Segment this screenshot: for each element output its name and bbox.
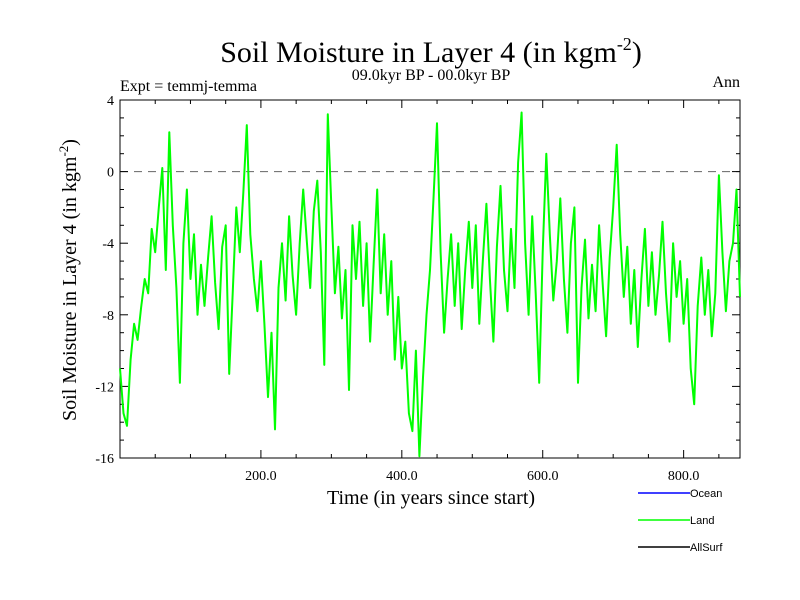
legend-label-land: Land xyxy=(690,515,714,527)
y-tick-label: -16 xyxy=(95,452,114,467)
x-axis: 200.0 400.0 600.0 800.0 xyxy=(154,100,720,484)
y-tick-label: -12 xyxy=(95,380,114,395)
experiment-label: Expt = temmj-temma xyxy=(120,78,257,95)
y-tick-label: 4 xyxy=(107,94,114,109)
y-tick-label: -4 xyxy=(102,237,114,252)
legend: Ocean Land AllSurf xyxy=(638,488,723,554)
legend-label-ocean: Ocean xyxy=(690,488,722,500)
x-tick-label: 800.0 xyxy=(668,469,700,484)
y-axis-label: Soil Moisture in Layer 4 (in kgm-2) xyxy=(56,139,81,421)
x-axis-label: Time (in years since start) xyxy=(327,487,535,509)
x-tick-label: 600.0 xyxy=(527,469,559,484)
y-tick-label: -8 xyxy=(102,309,114,324)
y-axis: 4 0 -4 -8 -12 -16 xyxy=(95,94,740,467)
series-line-land xyxy=(119,111,741,458)
season-label: Ann xyxy=(712,74,740,91)
time-range-label: 09.0kyr BP - 00.0kyr BP xyxy=(352,67,511,84)
chart-title: Soil Moisture in Layer 4 (in kgm-2) xyxy=(220,34,642,69)
x-tick-label: 400.0 xyxy=(386,469,418,484)
y-tick-label: 0 xyxy=(107,166,114,181)
legend-label-allsurf: AllSurf xyxy=(690,542,723,554)
x-tick-label: 200.0 xyxy=(245,469,277,484)
